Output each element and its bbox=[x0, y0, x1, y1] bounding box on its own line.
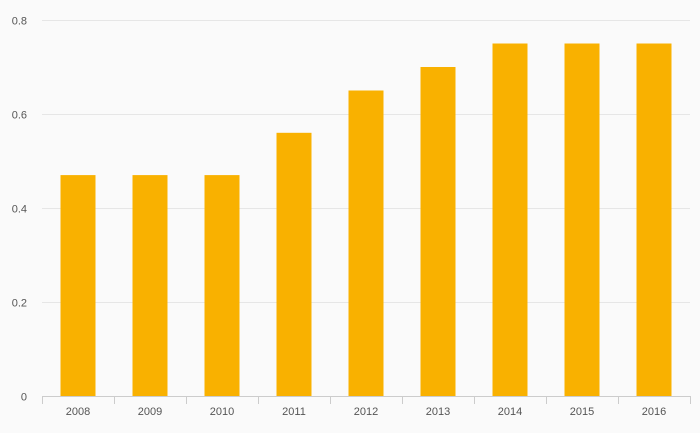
x-tick-label: 2008 bbox=[66, 406, 90, 418]
bar-2016 bbox=[636, 43, 672, 396]
x-tick-label: 2012 bbox=[354, 406, 378, 418]
y-tick-label: 0.2 bbox=[12, 298, 27, 310]
y-tick-label: 0.4 bbox=[12, 204, 27, 216]
x-tick-label: 2014 bbox=[498, 406, 522, 418]
bars bbox=[60, 43, 672, 397]
y-tick-label: 0 bbox=[21, 392, 27, 404]
x-tick-label: 2016 bbox=[642, 406, 666, 418]
y-axis-tick-labels: 0 0.2 0.4 0.6 0.8 bbox=[12, 16, 27, 404]
x-tick-label: 2011 bbox=[282, 406, 306, 418]
bar-2013 bbox=[420, 67, 456, 396]
x-axis bbox=[42, 396, 691, 404]
x-tick-label: 2013 bbox=[426, 406, 450, 418]
bar-2014 bbox=[492, 43, 528, 396]
bar-2010 bbox=[204, 175, 240, 396]
x-tick-label: 2009 bbox=[138, 406, 162, 418]
bar-2011 bbox=[276, 132, 312, 397]
x-tick-label: 2015 bbox=[570, 406, 594, 418]
bar-2012 bbox=[348, 90, 384, 396]
x-tick-label: 2010 bbox=[210, 406, 234, 418]
y-tick-label: 0.8 bbox=[12, 16, 27, 28]
bar-2015 bbox=[564, 43, 600, 396]
x-axis-tick-labels: 2008 2009 2010 2011 2012 2013 2014 2015 2016 bbox=[66, 406, 666, 418]
bar-2009 bbox=[132, 175, 168, 396]
y-tick-label: 0.6 bbox=[12, 110, 27, 122]
bar-2008 bbox=[60, 175, 96, 396]
